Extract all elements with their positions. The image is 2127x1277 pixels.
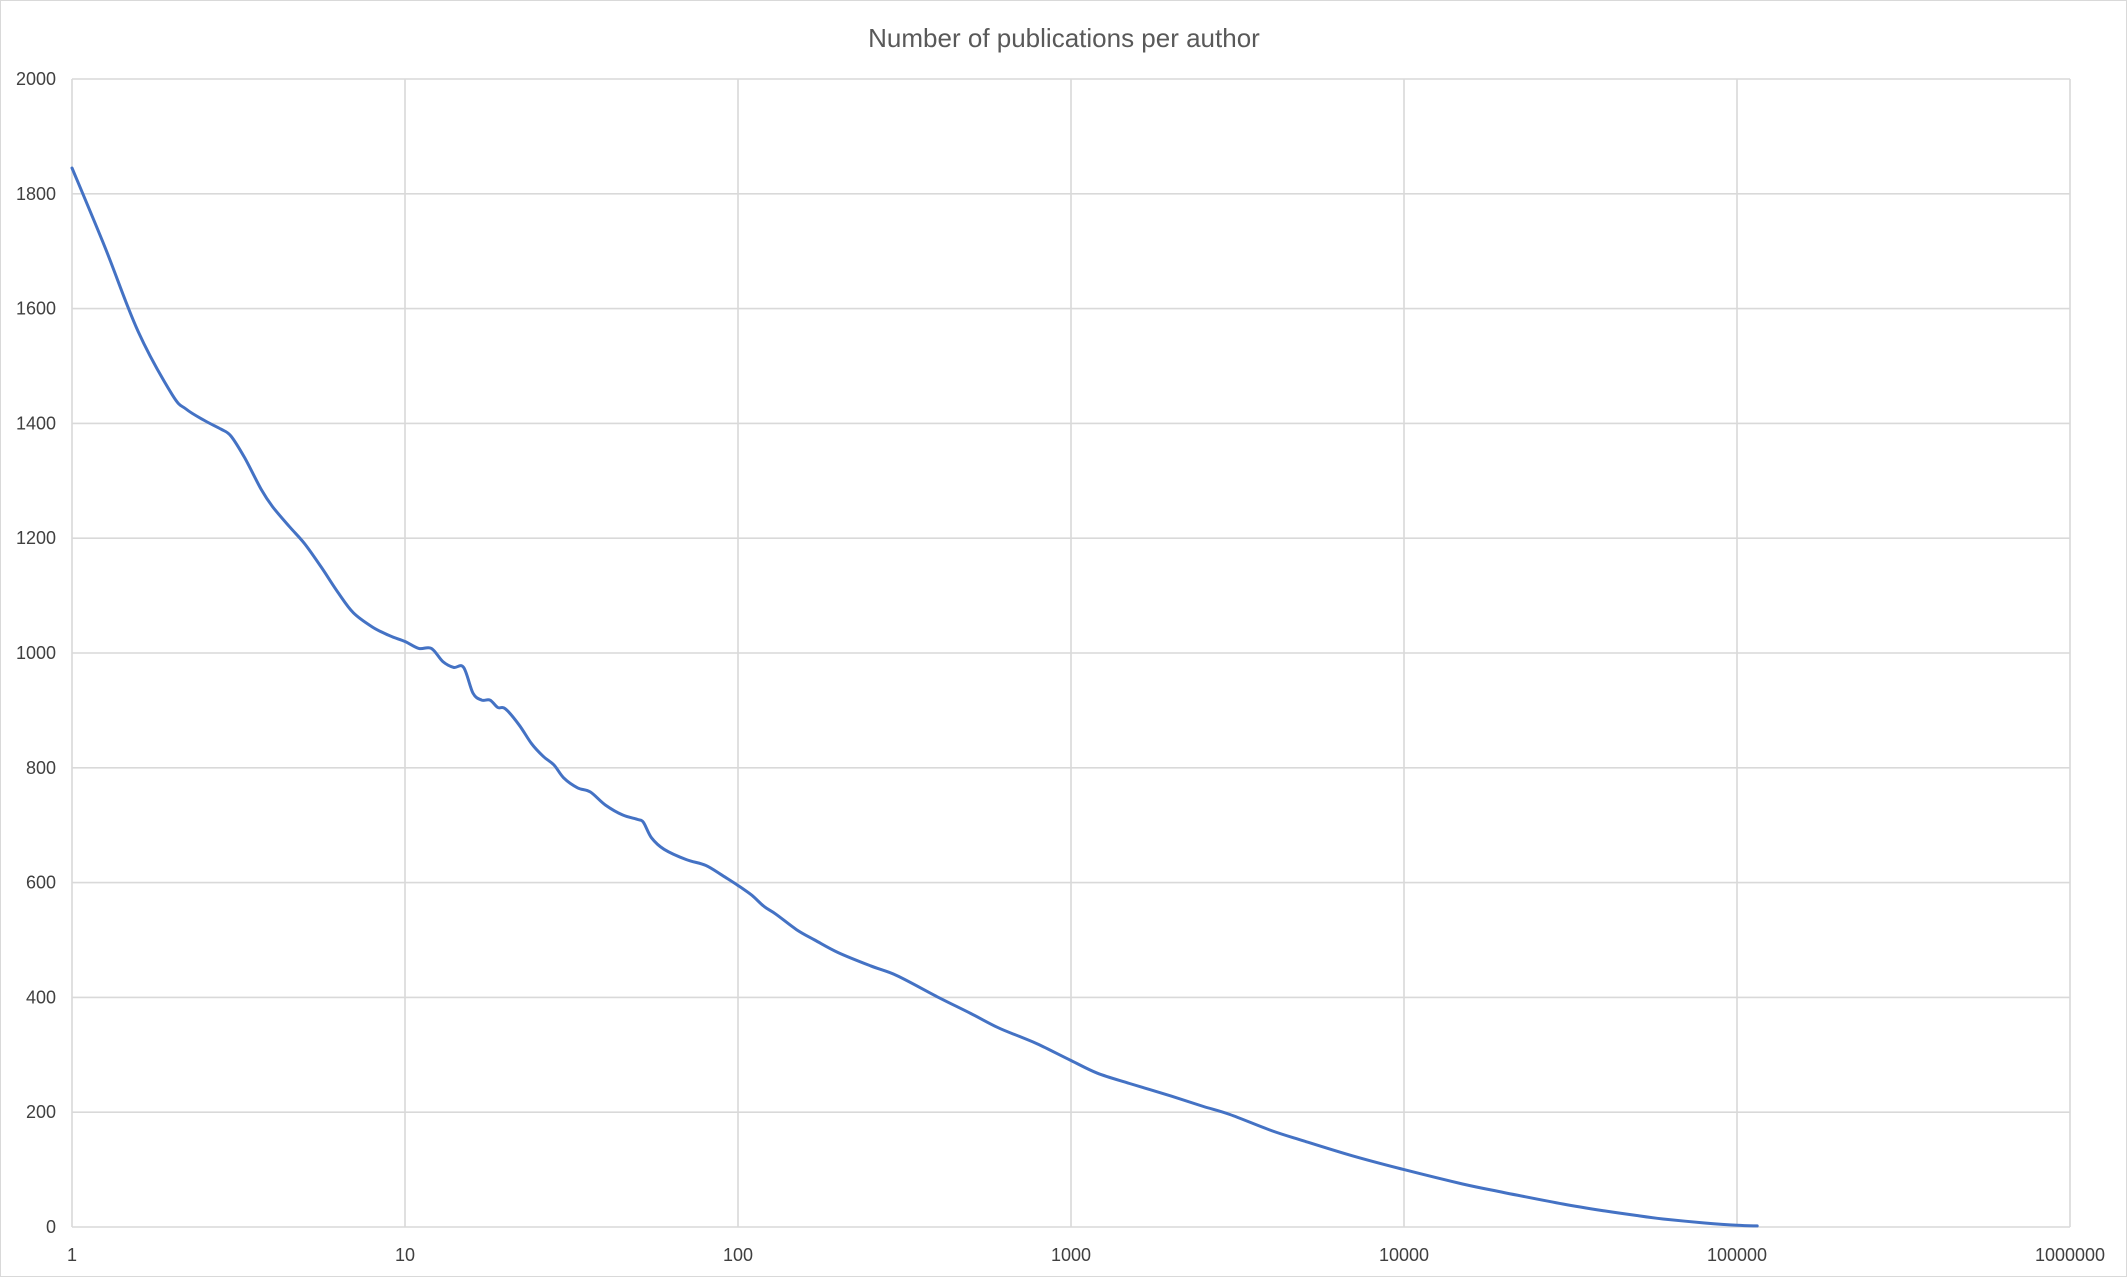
x-tick-label: 100 — [723, 1245, 753, 1265]
x-tick-label: 1000000 — [2035, 1245, 2105, 1265]
series-layer — [70, 166, 1759, 1228]
gridlines — [71, 78, 2071, 1228]
series-line — [70, 166, 1759, 1228]
y-axis-tick-labels: 0 200 400 600 800 1000 1200 1400 1600 1800 2000 — [16, 69, 56, 1237]
y-tick-label: 1200 — [16, 528, 56, 548]
chart-title: Number of publications per author — [868, 23, 1260, 53]
y-tick-label: 1600 — [16, 299, 56, 319]
y-tick-label: 800 — [26, 758, 56, 778]
y-tick-label: 1000 — [16, 643, 56, 663]
x-tick-label: 10 — [395, 1245, 415, 1265]
y-tick-label: 400 — [26, 987, 56, 1007]
x-axis-tick-labels: 1 10 100 1000 10000 100000 1000000 — [67, 1245, 2105, 1265]
y-tick-label: 1400 — [16, 413, 56, 433]
y-tick-label: 200 — [26, 1102, 56, 1122]
x-tick-label: 100000 — [1707, 1245, 1767, 1265]
x-tick-label: 1 — [67, 1245, 77, 1265]
x-tick-label: 10000 — [1379, 1245, 1429, 1265]
y-tick-label: 2000 — [16, 69, 56, 89]
x-tick-label: 1000 — [1051, 1245, 1091, 1265]
y-tick-label: 600 — [26, 873, 56, 893]
y-tick-label: 0 — [46, 1217, 56, 1237]
y-tick-label: 1800 — [16, 184, 56, 204]
